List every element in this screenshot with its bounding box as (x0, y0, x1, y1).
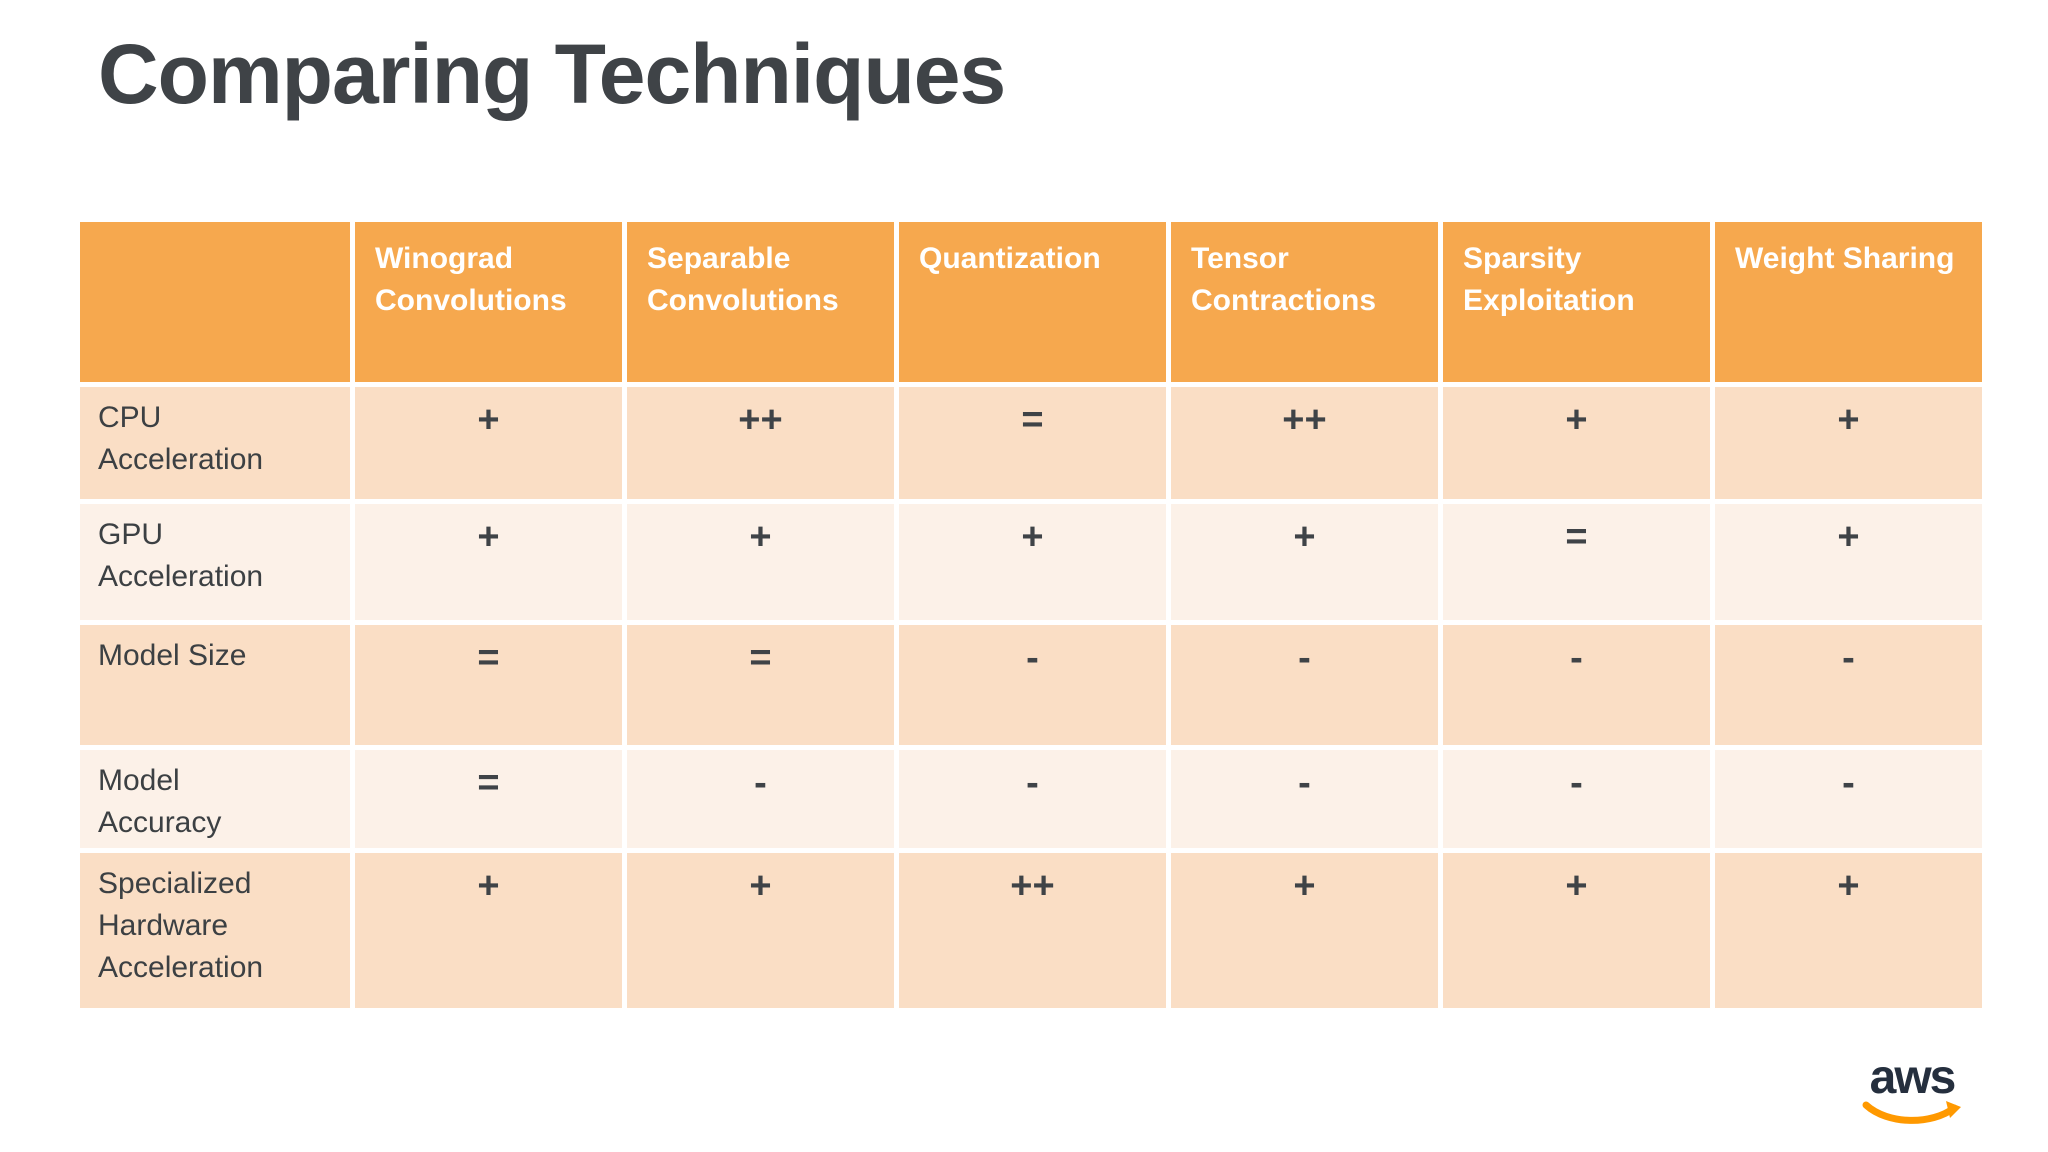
row-label-text: GPU Acceleration (98, 518, 264, 593)
value-cell: = (1443, 504, 1710, 620)
row-label-text: Model Accuracy (98, 764, 222, 839)
value-cell: + (1171, 504, 1438, 620)
value-cell: + (899, 504, 1166, 620)
value-cell: - (1715, 625, 1982, 745)
value-cell: - (899, 750, 1166, 848)
row-label-text: Model Size (98, 639, 247, 672)
column-header-sparsity-exploitation: Sparsity Exploitation (1443, 222, 1710, 382)
page-title: Comparing Techniques (98, 27, 1006, 121)
value-cell: - (1443, 625, 1710, 745)
column-header-winograd-convolutions: Winograd Convolutions (355, 222, 622, 382)
value-cell: + (1443, 387, 1710, 499)
corner-header-cell (80, 222, 350, 382)
aws-logo-text: aws (1869, 1051, 1957, 1104)
value-cell: - (1171, 625, 1438, 745)
row-label-model-accuracy: Model Accuracy (80, 750, 350, 848)
comparison-table: Winograd Convolutions Separable Convolut… (80, 222, 1982, 1008)
aws-smile-icon (1862, 1101, 1961, 1124)
row-label-text: Specialized Hardware Acceleration (98, 867, 264, 984)
value-cell: = (627, 625, 894, 745)
row-label-specialized-hardware-acceleration: Specialized Hardware Acceleration (80, 853, 350, 1008)
column-header-separable-convolutions: Separable Convolutions (627, 222, 894, 382)
value-cell: + (1715, 387, 1982, 499)
value-cell: + (1715, 853, 1982, 1008)
row-label-cpu-acceleration: CPU Acceleration (80, 387, 350, 499)
row-label-text: CPU Acceleration (98, 401, 264, 476)
aws-logo: aws (1862, 1054, 1962, 1130)
value-cell: = (355, 625, 622, 745)
value-cell: + (1443, 853, 1710, 1008)
row-label-model-size: Model Size (80, 625, 350, 745)
value-cell: - (1171, 750, 1438, 848)
value-cell: + (627, 853, 894, 1008)
value-cell: - (1443, 750, 1710, 848)
value-cell: ++ (627, 387, 894, 499)
value-cell: ++ (899, 853, 1166, 1008)
column-header-quantization: Quantization (899, 222, 1166, 382)
value-cell: - (1715, 750, 1982, 848)
column-header-weight-sharing: Weight Sharing (1715, 222, 1982, 382)
column-header-tensor-contractions: Tensor Contractions (1171, 222, 1438, 382)
value-cell: + (627, 504, 894, 620)
value-cell: = (355, 750, 622, 848)
value-cell: + (355, 387, 622, 499)
value-cell: + (355, 853, 622, 1008)
value-cell: + (1171, 853, 1438, 1008)
value-cell: = (899, 387, 1166, 499)
value-cell: ++ (1171, 387, 1438, 499)
value-cell: - (899, 625, 1166, 745)
value-cell: + (1715, 504, 1982, 620)
value-cell: - (627, 750, 894, 848)
value-cell: + (355, 504, 622, 620)
row-label-gpu-acceleration: GPU Acceleration (80, 504, 350, 620)
